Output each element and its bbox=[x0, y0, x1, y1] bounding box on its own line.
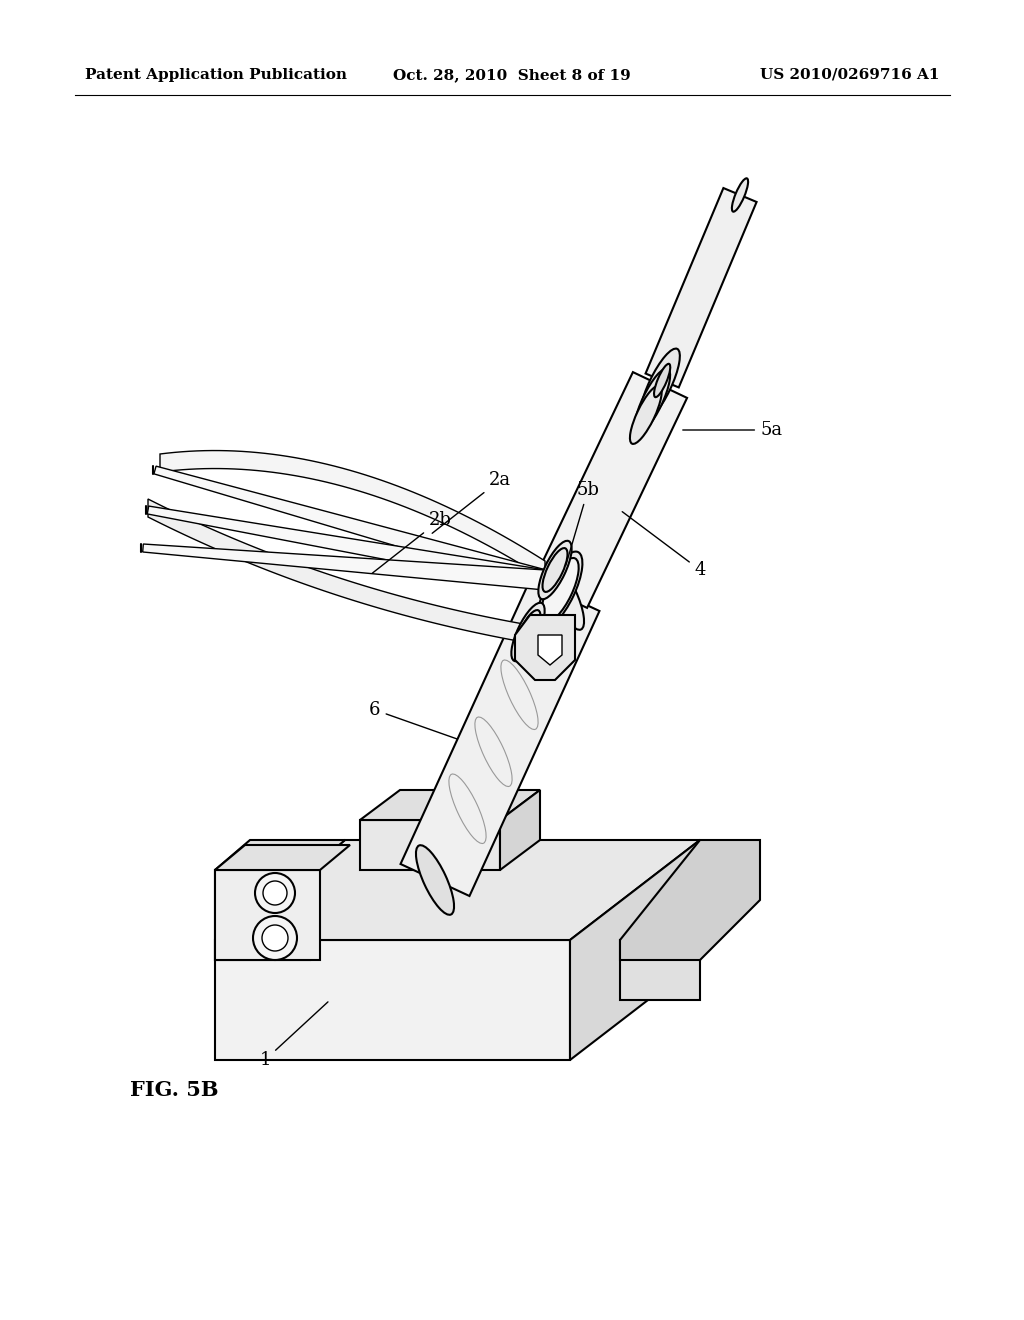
Circle shape bbox=[262, 925, 288, 950]
Circle shape bbox=[263, 880, 287, 906]
Text: 2a: 2a bbox=[432, 471, 511, 533]
Text: 5a: 5a bbox=[683, 421, 782, 440]
Polygon shape bbox=[215, 870, 310, 960]
Ellipse shape bbox=[515, 610, 541, 653]
Polygon shape bbox=[570, 840, 700, 1060]
Ellipse shape bbox=[542, 558, 579, 622]
Text: 5b: 5b bbox=[566, 480, 599, 565]
Polygon shape bbox=[515, 615, 575, 680]
Polygon shape bbox=[215, 845, 350, 870]
Ellipse shape bbox=[732, 178, 749, 211]
Polygon shape bbox=[215, 840, 345, 870]
Polygon shape bbox=[500, 789, 540, 870]
Text: 1: 1 bbox=[259, 1002, 328, 1069]
Polygon shape bbox=[538, 635, 562, 665]
Polygon shape bbox=[620, 840, 760, 960]
Text: Patent Application Publication: Patent Application Publication bbox=[85, 69, 347, 82]
Polygon shape bbox=[154, 466, 548, 590]
Ellipse shape bbox=[538, 552, 583, 628]
Polygon shape bbox=[160, 450, 545, 579]
Text: FIG. 5B: FIG. 5B bbox=[130, 1080, 218, 1100]
Polygon shape bbox=[400, 579, 599, 896]
Polygon shape bbox=[645, 187, 757, 388]
Polygon shape bbox=[142, 544, 546, 590]
Ellipse shape bbox=[539, 541, 571, 599]
Ellipse shape bbox=[654, 364, 671, 397]
Ellipse shape bbox=[416, 845, 454, 915]
Polygon shape bbox=[215, 940, 570, 1060]
Ellipse shape bbox=[546, 568, 574, 622]
Ellipse shape bbox=[645, 358, 675, 412]
Polygon shape bbox=[148, 499, 535, 644]
Ellipse shape bbox=[635, 368, 670, 434]
Ellipse shape bbox=[546, 560, 584, 630]
Polygon shape bbox=[215, 870, 319, 960]
Text: 2b: 2b bbox=[372, 511, 452, 573]
Polygon shape bbox=[532, 372, 687, 609]
Text: US 2010/0269716 A1: US 2010/0269716 A1 bbox=[761, 69, 940, 82]
Circle shape bbox=[255, 873, 295, 913]
Polygon shape bbox=[360, 789, 540, 820]
Polygon shape bbox=[147, 506, 547, 590]
Ellipse shape bbox=[630, 385, 662, 444]
Text: Oct. 28, 2010  Sheet 8 of 19: Oct. 28, 2010 Sheet 8 of 19 bbox=[393, 69, 631, 82]
Polygon shape bbox=[215, 840, 700, 940]
Text: 6: 6 bbox=[370, 701, 458, 739]
Ellipse shape bbox=[511, 603, 545, 661]
Circle shape bbox=[253, 916, 297, 960]
Polygon shape bbox=[620, 940, 700, 1001]
Text: 4: 4 bbox=[623, 512, 706, 579]
Ellipse shape bbox=[543, 548, 567, 591]
Polygon shape bbox=[360, 820, 500, 870]
Ellipse shape bbox=[640, 348, 680, 421]
